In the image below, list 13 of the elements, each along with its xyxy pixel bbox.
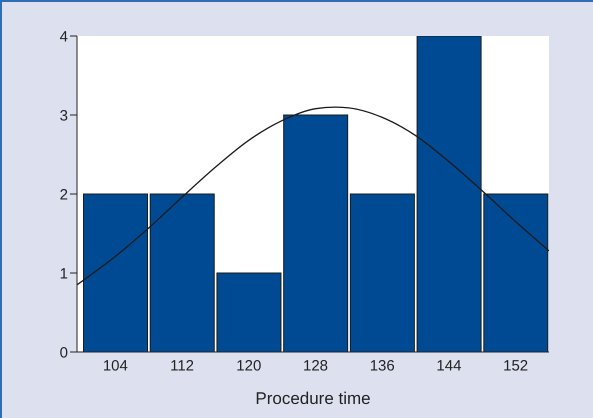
x-tick-label: 120 [236,358,262,375]
x-tick-label: 104 [102,358,128,375]
y-tick-label: 3 [60,107,68,124]
x-tick-label: 112 [170,358,194,375]
x-tick-label: 144 [436,358,462,375]
x-tick-label: 136 [370,358,395,375]
y-tick-label: 1 [60,265,68,282]
y-tick-label: 4 [60,28,68,46]
x-tick-label: 152 [503,358,528,375]
x-tick-label: 128 [302,358,328,375]
y-tick-label: 0 [60,344,68,362]
y-tick-label: 2 [60,186,68,204]
x-axis-title: Procedure time [255,389,371,408]
